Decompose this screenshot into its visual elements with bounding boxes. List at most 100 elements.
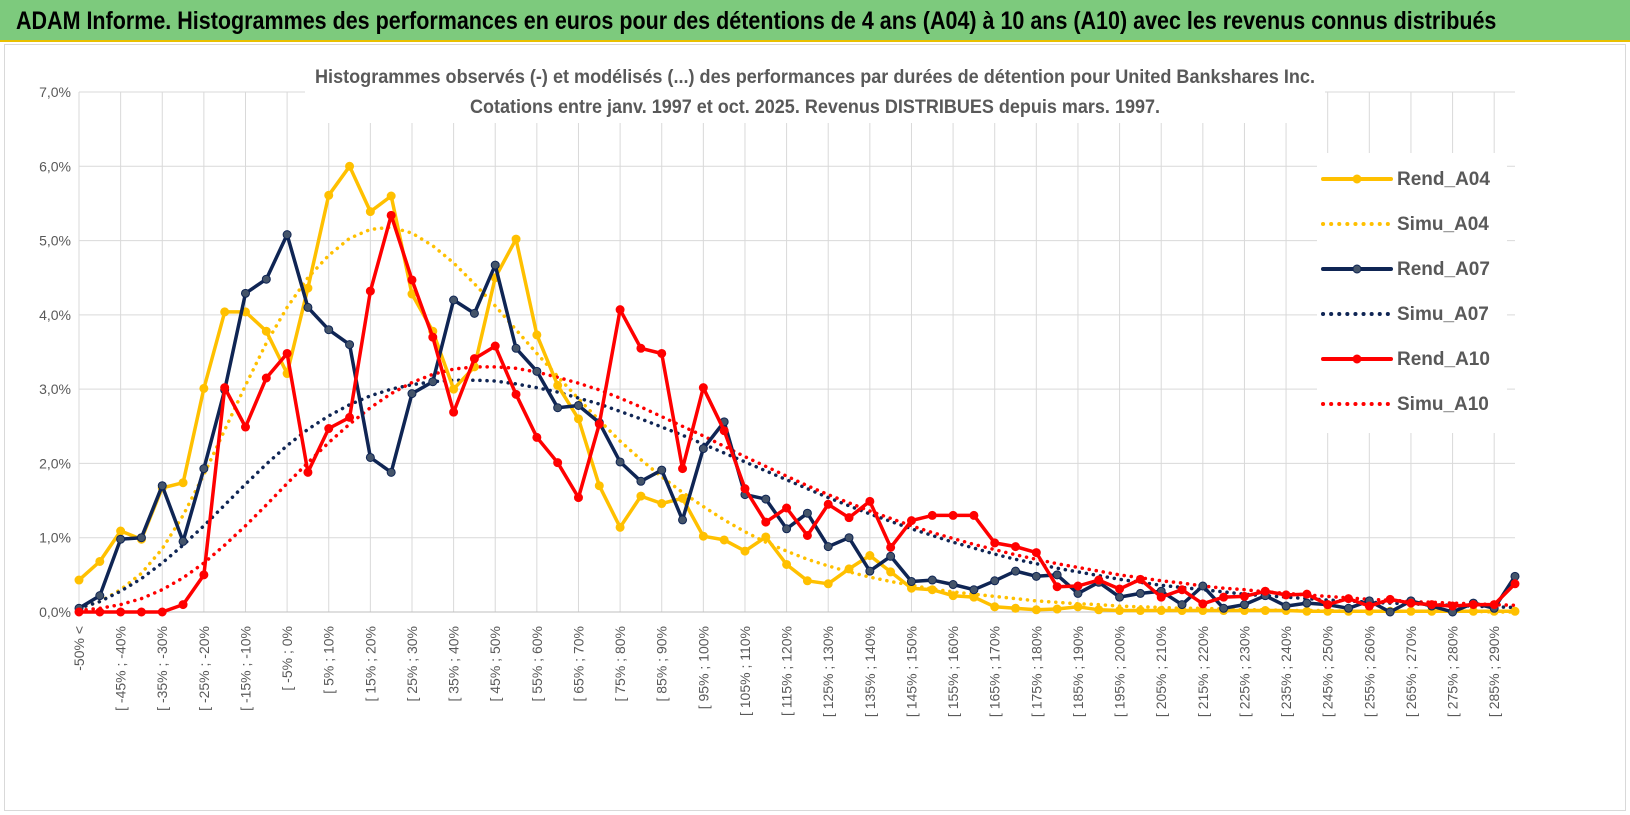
x-tick-label: [ 205% ; 210% bbox=[1153, 626, 1169, 717]
legend-label: Rend_A04 bbox=[1397, 169, 1490, 190]
data-point bbox=[969, 510, 979, 520]
y-tick-label: 0,0% bbox=[39, 604, 71, 620]
data-point bbox=[698, 383, 708, 393]
data-point bbox=[969, 592, 979, 602]
data-point bbox=[1156, 592, 1166, 602]
x-tick-label: [ 15% ; 20% bbox=[362, 626, 378, 702]
data-point bbox=[823, 579, 833, 589]
data-point bbox=[1323, 600, 1333, 610]
data-point bbox=[927, 510, 937, 520]
data-point bbox=[74, 575, 84, 585]
data-point bbox=[324, 190, 334, 200]
data-point bbox=[1219, 592, 1229, 602]
x-tick-label: [ 5% ; 10% bbox=[321, 626, 337, 694]
data-point bbox=[844, 513, 854, 523]
legend-label: Rend_A10 bbox=[1397, 349, 1490, 370]
data-point bbox=[573, 493, 583, 503]
data-point bbox=[157, 607, 167, 617]
data-point bbox=[1094, 605, 1104, 615]
chart-title-background bbox=[305, 59, 1325, 123]
data-point bbox=[178, 536, 188, 546]
series-line-rend-a04 bbox=[77, 164, 1517, 614]
data-point bbox=[220, 383, 230, 393]
data-point bbox=[1260, 586, 1270, 596]
data-point bbox=[802, 576, 812, 586]
data-point bbox=[1344, 603, 1354, 613]
data-point bbox=[927, 585, 937, 595]
data-point bbox=[74, 607, 84, 617]
legend-marker bbox=[1352, 264, 1362, 274]
data-point bbox=[636, 476, 646, 486]
data-point bbox=[1135, 588, 1145, 598]
data-point bbox=[303, 467, 313, 477]
data-point bbox=[511, 389, 521, 399]
data-point bbox=[1427, 600, 1437, 610]
data-point bbox=[1156, 606, 1166, 616]
data-point bbox=[1219, 603, 1229, 613]
data-point bbox=[469, 354, 479, 364]
data-point bbox=[927, 575, 937, 585]
legend-label: Rend_A07 bbox=[1397, 259, 1490, 280]
chart-area: 0,0% 1,0% 2,0% 3,0% 4,0% 5,0% 6,0% 7,0% -50% < [… bbox=[4, 44, 1626, 811]
series-line-simu-a10 bbox=[77, 365, 1517, 613]
data-point bbox=[1302, 606, 1312, 616]
data-point bbox=[678, 464, 688, 474]
data-point bbox=[844, 564, 854, 574]
data-point bbox=[261, 326, 271, 336]
x-tick-label: [ 125% ; 130% bbox=[820, 626, 836, 717]
data-point bbox=[449, 407, 459, 417]
data-point bbox=[1073, 588, 1083, 598]
x-tick-label: [ 285% ; 290% bbox=[1486, 626, 1502, 717]
data-point bbox=[740, 546, 750, 556]
data-point bbox=[1073, 602, 1083, 612]
data-point bbox=[1302, 598, 1312, 608]
data-point bbox=[948, 580, 958, 590]
data-point bbox=[761, 532, 771, 542]
data-point bbox=[178, 600, 188, 610]
data-point bbox=[282, 230, 292, 240]
y-tick-label: 2,0% bbox=[39, 455, 71, 471]
data-point bbox=[1073, 581, 1083, 591]
data-point bbox=[1344, 594, 1354, 604]
data-point bbox=[636, 491, 646, 501]
data-point bbox=[719, 426, 729, 436]
report-title: ADAM Informe. Histogrammes des performan… bbox=[16, 7, 1497, 35]
legend: Rend_A04 Simu_A04 Rend_A07 Simu_A07 Rend_A10… bbox=[1317, 153, 1507, 433]
data-point bbox=[365, 286, 375, 296]
data-point bbox=[1177, 585, 1187, 595]
data-point bbox=[698, 531, 708, 541]
data-point bbox=[1281, 590, 1291, 600]
x-tick-label: [ 155% ; 160% bbox=[945, 626, 961, 717]
data-point bbox=[906, 516, 916, 526]
data-point bbox=[802, 508, 812, 518]
data-point bbox=[1239, 591, 1249, 601]
data-point bbox=[199, 570, 209, 580]
legend-marker bbox=[1352, 174, 1362, 184]
y-tick-label: 1,0% bbox=[39, 530, 71, 546]
y-tick-label: 3,0% bbox=[39, 381, 71, 397]
data-point bbox=[324, 424, 334, 434]
legend-background bbox=[1317, 153, 1507, 433]
data-point bbox=[636, 343, 646, 353]
data-point bbox=[386, 467, 396, 477]
data-point bbox=[1052, 604, 1062, 614]
data-point bbox=[1115, 592, 1125, 602]
x-tick-label: [ -5% ; 0% bbox=[279, 626, 295, 691]
data-point bbox=[1115, 584, 1125, 594]
data-point bbox=[324, 325, 334, 335]
data-point bbox=[1031, 571, 1041, 581]
x-tick-label: [ 165% ; 170% bbox=[987, 626, 1003, 717]
data-point bbox=[199, 464, 209, 474]
data-point bbox=[1364, 601, 1374, 611]
data-point bbox=[1198, 581, 1208, 591]
data-point bbox=[178, 478, 188, 488]
y-axis-ticks: 0,0% 1,0% 2,0% 3,0% 4,0% 5,0% 6,0% 7,0% bbox=[39, 84, 71, 620]
x-tick-label: [ 95% ; 100% bbox=[695, 626, 711, 709]
data-point bbox=[782, 524, 792, 534]
x-axis-ticks: -50% < [ -45% ; -40% [ -35% ; -30% [ -25% ;… bbox=[71, 626, 1502, 717]
data-point bbox=[678, 493, 688, 503]
x-tick-label: [ 85% ; 90% bbox=[654, 626, 670, 702]
data-point bbox=[116, 607, 126, 617]
grid-lines bbox=[78, 91, 1515, 613]
data-point bbox=[969, 585, 979, 595]
